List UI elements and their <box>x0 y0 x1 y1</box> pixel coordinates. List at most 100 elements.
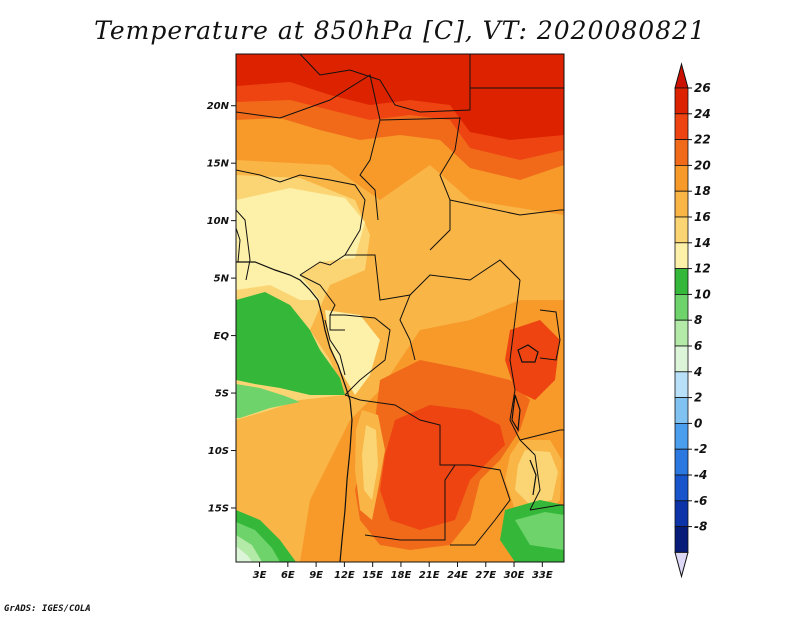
colorbar-swatch <box>674 268 689 295</box>
field-10-se <box>515 512 564 550</box>
colorbar-swatch <box>674 319 689 347</box>
colorbar-swatch <box>674 216 689 244</box>
lon-tick-label: 27E <box>475 570 496 581</box>
colorbar-label: 6 <box>694 339 702 353</box>
colorbar-bottom-arrow <box>674 551 689 579</box>
colorbar-label: 16 <box>694 210 711 224</box>
lon-tick-label: 6E <box>281 570 295 581</box>
colorbar-swatch <box>674 113 689 141</box>
field-6-sw <box>236 546 252 562</box>
border-drc-east <box>509 279 521 441</box>
lat-tick-label: 10N <box>207 216 230 227</box>
lat-tick-label: 5S <box>215 389 229 400</box>
field-24-east <box>505 320 560 400</box>
lon-tick-label: 12E <box>334 570 355 581</box>
colorbar-label: 2 <box>694 391 702 405</box>
grads-credit: GrADS: IGES/COLA <box>4 604 91 614</box>
border-drc-north <box>399 294 416 361</box>
field-26-north <box>236 54 564 140</box>
colorbar-label: 26 <box>694 81 711 95</box>
colorbar-swatch <box>674 293 689 321</box>
colorbar-label: 4 <box>693 365 702 379</box>
field-14-gabon <box>325 310 380 395</box>
map-title: Temperature at 850hPa [C], VT: 202008082… <box>94 16 706 45</box>
border-benin <box>236 209 251 281</box>
colorbar-swatch <box>674 448 689 476</box>
border-equatorial <box>329 315 345 331</box>
field-16-east <box>515 450 558 505</box>
colorbar-swatch <box>674 139 689 166</box>
border-gabon <box>324 319 346 376</box>
border-sudan-south <box>449 199 564 216</box>
colorbar-swatch <box>674 500 689 527</box>
coast-gulf-of-guinea <box>236 261 353 562</box>
lon-tick-label: 30E <box>504 570 525 581</box>
colorbar-label: 22 <box>694 133 711 147</box>
border-togo <box>236 227 241 263</box>
colorbar-swatch <box>674 87 689 115</box>
coast-lake-malawi <box>529 459 537 496</box>
latitude-axis: 20N 15N 10N 5N EQ 5S 10S 15S <box>207 101 236 514</box>
lon-tick-label: 24E <box>447 570 468 581</box>
border-cameroon-south <box>299 274 376 319</box>
border-mozambique <box>529 504 564 511</box>
colorbar-swatch <box>674 242 689 270</box>
border-zambia <box>450 464 511 546</box>
colorbar-label: 10 <box>694 287 711 301</box>
lat-tick-label: 10S <box>208 446 229 457</box>
colorbar-swatch <box>674 345 689 373</box>
border-chad-sudan <box>379 117 461 251</box>
field-10-ocean <box>236 384 300 418</box>
colorbar-label: 24 <box>694 107 711 121</box>
border-malawi <box>519 439 541 511</box>
colorbar-label: -8 <box>694 520 707 534</box>
colorbar-label: -6 <box>694 494 707 508</box>
colorbar-label: -4 <box>694 468 707 482</box>
colorbar-swatch <box>674 190 689 218</box>
coastline <box>236 261 539 562</box>
colorbar-label: 18 <box>694 184 711 198</box>
colorbar-label: -2 <box>694 442 707 456</box>
longitude-axis: 3E 6E 9E 12E 15E 18E 21E 24E 27E 30E 33E <box>253 562 553 581</box>
colorbar-label: 20 <box>694 158 711 172</box>
colorbar-label: 14 <box>694 236 711 250</box>
colorbar-swatch <box>674 474 689 502</box>
lon-tick-label: 15E <box>362 570 383 581</box>
lat-tick-label: 15N <box>207 159 230 170</box>
map-frame <box>235 53 565 563</box>
colorbar-label: 0 <box>694 416 702 430</box>
lon-tick-label: 3E <box>253 570 267 581</box>
border-car <box>345 254 521 301</box>
border-sahara <box>299 54 471 113</box>
lat-tick-label: 15S <box>208 503 229 514</box>
border-congo <box>344 317 391 396</box>
lat-tick-label: 5N <box>214 274 230 285</box>
temperature-field <box>236 54 564 562</box>
colorbar-swatch <box>674 397 689 424</box>
colorbar-top-arrow <box>674 62 689 89</box>
colorbar-swatch <box>674 371 689 398</box>
field-24-south <box>380 405 505 530</box>
border-nigeria <box>236 169 366 276</box>
border-uganda-kenya <box>539 309 561 361</box>
field-12-ocean <box>236 292 345 395</box>
lat-tick-label: EQ <box>214 331 230 342</box>
lon-tick-label: 33E <box>532 570 553 581</box>
colorbar-label: 12 <box>694 262 711 276</box>
country-borders <box>236 54 564 546</box>
lat-tick-label: 20N <box>207 101 230 112</box>
colorbar-swatch <box>674 422 689 450</box>
colorbar-swatch <box>674 526 689 553</box>
lon-tick-label: 9E <box>309 570 323 581</box>
coast-lake-tanganyika <box>511 394 521 432</box>
coast-lake-victoria <box>517 344 539 363</box>
lon-tick-label: 21E <box>419 570 440 581</box>
lon-tick-label: 18E <box>391 570 412 581</box>
field-16-angola <box>362 425 378 500</box>
field-14-band <box>236 188 365 300</box>
colorbar-label: 8 <box>694 313 702 327</box>
border-tanzania <box>519 429 564 441</box>
colorbar-swatch <box>674 164 689 192</box>
